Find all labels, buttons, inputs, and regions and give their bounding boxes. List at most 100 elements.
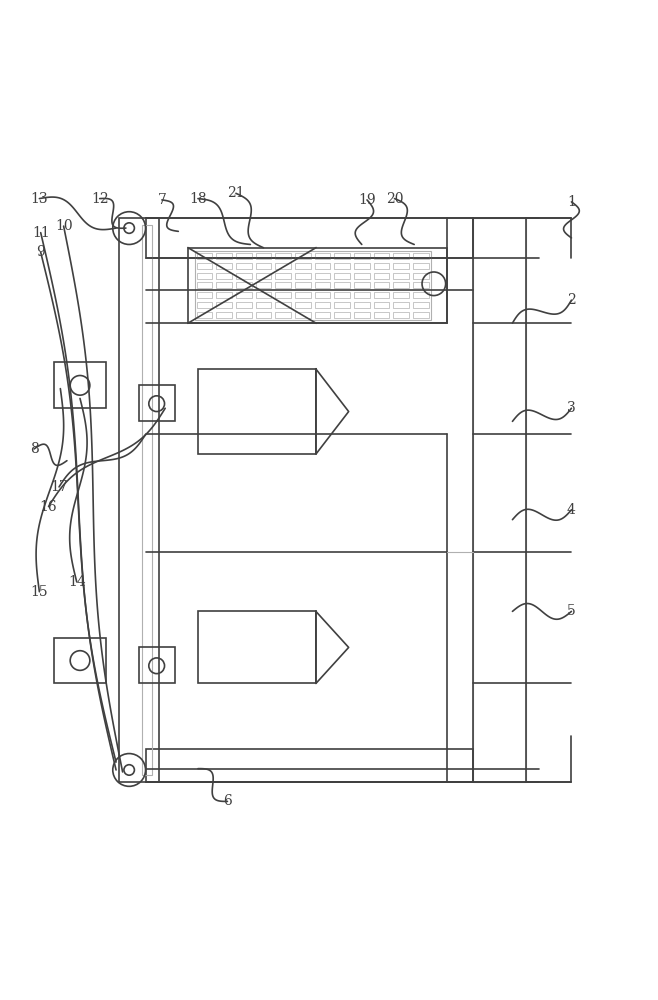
Bar — [315, 292, 330, 298]
Bar — [413, 312, 428, 318]
Bar — [145, 218, 473, 258]
Bar — [255, 263, 271, 269]
Bar — [197, 312, 213, 318]
Text: 10: 10 — [55, 219, 72, 233]
Bar — [236, 253, 251, 259]
Bar — [374, 292, 390, 298]
Bar — [197, 253, 213, 259]
Bar — [413, 263, 428, 269]
Bar — [197, 273, 213, 279]
Bar — [393, 292, 409, 298]
Bar — [295, 302, 311, 308]
Bar — [255, 292, 271, 298]
Bar — [275, 253, 291, 259]
Bar — [354, 282, 370, 288]
Bar — [295, 253, 311, 259]
Bar — [198, 369, 316, 454]
Text: 13: 13 — [30, 192, 48, 206]
Bar — [334, 302, 350, 308]
Bar — [197, 302, 213, 308]
Bar — [354, 253, 370, 259]
Text: 12: 12 — [91, 192, 109, 206]
Bar — [334, 282, 350, 288]
Bar — [54, 638, 106, 683]
Bar — [295, 292, 311, 298]
Bar — [236, 282, 251, 288]
Bar — [216, 282, 232, 288]
Bar — [295, 312, 311, 318]
Bar — [354, 273, 370, 279]
Text: 21: 21 — [227, 186, 245, 200]
Bar — [216, 302, 232, 308]
Bar — [54, 362, 106, 408]
Bar — [197, 263, 213, 269]
Bar — [315, 253, 330, 259]
Bar — [275, 292, 291, 298]
Text: 5: 5 — [567, 604, 576, 618]
Bar — [139, 385, 175, 421]
Bar — [236, 292, 251, 298]
Bar — [315, 312, 330, 318]
Bar — [374, 253, 390, 259]
Bar — [374, 302, 390, 308]
Bar — [354, 292, 370, 298]
Bar — [295, 282, 311, 288]
Text: 4: 4 — [567, 503, 576, 517]
Bar — [255, 312, 271, 318]
Text: 7: 7 — [157, 193, 166, 207]
Bar — [216, 273, 232, 279]
Text: 18: 18 — [189, 192, 207, 206]
Bar — [216, 292, 232, 298]
Bar — [142, 225, 152, 775]
Bar — [236, 302, 251, 308]
Bar — [374, 312, 390, 318]
Bar — [374, 263, 390, 269]
Bar — [198, 611, 316, 683]
Bar — [216, 312, 232, 318]
Bar — [315, 302, 330, 308]
Bar — [295, 263, 311, 269]
Bar — [473, 218, 526, 782]
Text: 16: 16 — [39, 500, 57, 514]
Text: 3: 3 — [567, 401, 576, 415]
Bar — [275, 302, 291, 308]
Text: 15: 15 — [30, 585, 48, 599]
Bar — [255, 302, 271, 308]
Bar — [374, 273, 390, 279]
Bar — [236, 273, 251, 279]
Bar — [354, 312, 370, 318]
Bar — [195, 251, 430, 320]
Bar — [413, 302, 428, 308]
Bar — [334, 253, 350, 259]
Bar — [315, 273, 330, 279]
Bar — [354, 302, 370, 308]
Text: 11: 11 — [32, 226, 49, 240]
Bar — [413, 282, 428, 288]
Text: 2: 2 — [567, 293, 576, 307]
Bar — [255, 282, 271, 288]
Text: 6: 6 — [223, 794, 232, 808]
Bar — [374, 282, 390, 288]
Bar — [413, 292, 428, 298]
Bar — [334, 292, 350, 298]
Bar — [216, 253, 232, 259]
Bar — [334, 273, 350, 279]
Bar — [393, 282, 409, 288]
Bar — [393, 312, 409, 318]
Bar — [145, 749, 473, 782]
Bar — [139, 647, 175, 683]
Bar — [275, 312, 291, 318]
Bar — [413, 273, 428, 279]
Bar — [197, 292, 213, 298]
Text: 1: 1 — [567, 195, 576, 209]
Bar — [197, 282, 213, 288]
Bar — [216, 263, 232, 269]
Bar — [295, 273, 311, 279]
Text: 8: 8 — [30, 442, 39, 456]
Bar — [255, 253, 271, 259]
Bar — [334, 263, 350, 269]
Bar — [393, 253, 409, 259]
Bar — [275, 273, 291, 279]
Bar — [236, 263, 251, 269]
Bar — [275, 282, 291, 288]
